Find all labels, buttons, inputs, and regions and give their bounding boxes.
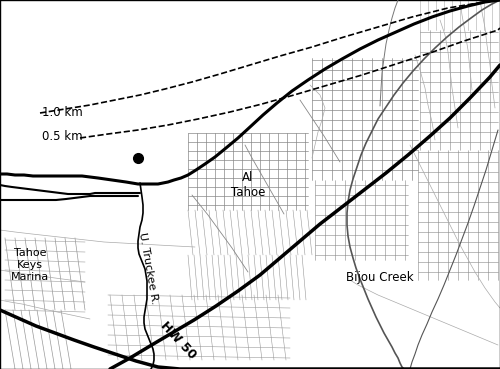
Text: U. Truckee R.: U. Truckee R. — [137, 231, 159, 305]
Text: Al
Tahoe: Al Tahoe — [231, 171, 265, 199]
Text: HW 50: HW 50 — [158, 319, 198, 361]
Text: 0.5 km: 0.5 km — [42, 131, 82, 144]
Text: 1.0 km: 1.0 km — [42, 106, 83, 118]
Text: Tahoe
Keys
Marina: Tahoe Keys Marina — [11, 248, 49, 282]
Text: Bijou Creek: Bijou Creek — [346, 272, 414, 284]
